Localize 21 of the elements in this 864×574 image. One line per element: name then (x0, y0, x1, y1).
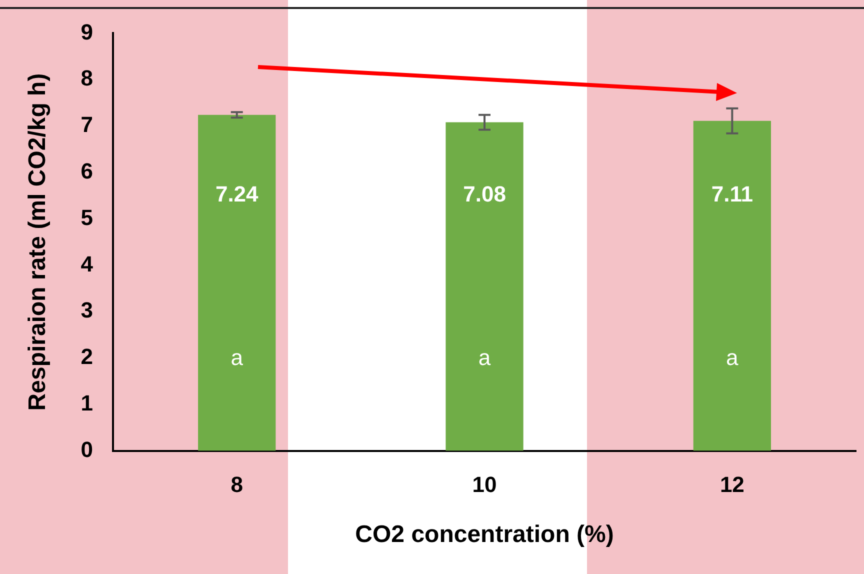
annotation: a (478, 344, 492, 370)
x-axis-title: CO2 concentration (%) (355, 521, 614, 548)
annotation: a (230, 344, 244, 370)
y-tick-label: 2 (80, 344, 94, 370)
y-tick-label: 1 (80, 390, 94, 416)
y-axis-title: Respiraion rate (ml CO2/kg h) (24, 73, 52, 411)
y-tick-label: 9 (80, 19, 94, 44)
x-tick-label: 8 (230, 472, 243, 498)
y-tick-label: 5 (80, 204, 94, 230)
annotation: a (726, 344, 740, 370)
y-tick-label: 7 (80, 112, 94, 138)
y-tick-label: 3 (80, 298, 94, 323)
data-label: 7.08 (463, 182, 506, 207)
y-tick-label: 4 (80, 251, 94, 276)
y-tick-label: 0 (80, 436, 94, 462)
x-tick-label: 12 (720, 472, 744, 498)
y-tick-label: 6 (80, 158, 94, 184)
y-tick-label: 8 (80, 66, 94, 91)
data-label: 7.11 (711, 182, 753, 207)
data-label: 7.24 (215, 182, 260, 207)
x-tick-label: 10 (472, 472, 497, 498)
